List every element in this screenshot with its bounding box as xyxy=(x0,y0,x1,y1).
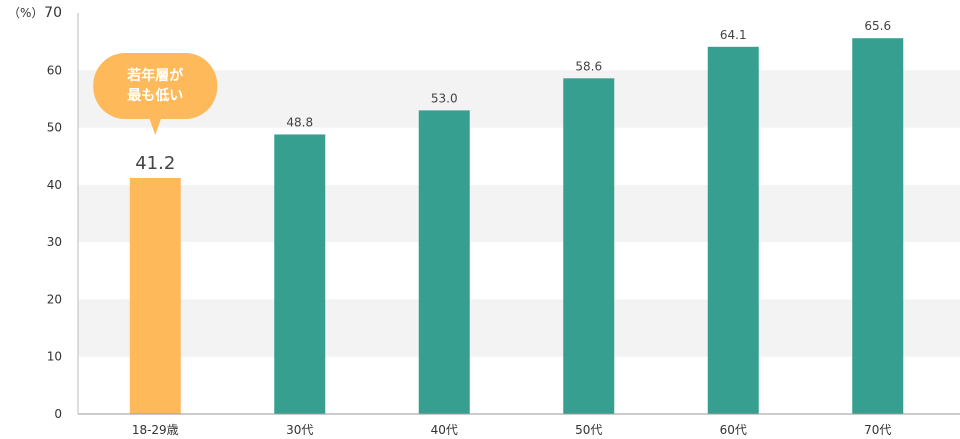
value-labels: 41.2 48.8 53.0 58.6 64.1 65.6 xyxy=(135,19,891,174)
data-label: 65.6 xyxy=(864,19,891,33)
bars xyxy=(129,38,904,414)
plot-band xyxy=(78,184,960,243)
y-tick-label: 20 xyxy=(47,292,62,306)
x-tick-label: 40代 xyxy=(431,423,458,437)
x-tick-label: 18-29歳 xyxy=(132,423,179,437)
bar xyxy=(274,134,326,414)
plot-band xyxy=(78,299,960,357)
x-axis: 18-29歳 30代 40代 50代 60代 70代 xyxy=(78,413,960,437)
y-tick-label: 40 xyxy=(47,178,62,192)
plot-bands xyxy=(78,70,960,357)
data-label: 53.0 xyxy=(431,91,458,105)
y-axis-unit-label: （%） xyxy=(8,6,43,20)
x-tick-label: 50代 xyxy=(575,423,602,437)
data-label: 58.6 xyxy=(575,59,602,73)
data-label: 48.8 xyxy=(286,115,313,129)
callout-text-line: 最も低い xyxy=(127,87,183,104)
y-tick-label: 10 xyxy=(47,350,62,364)
callout-bubble xyxy=(93,53,218,119)
bar xyxy=(129,177,181,414)
y-tick-label: 30 xyxy=(47,235,62,249)
x-tick-label: 70代 xyxy=(864,423,891,437)
x-tick-label: 30代 xyxy=(286,423,313,437)
callout-text-line: 若年層が xyxy=(126,67,184,84)
bar xyxy=(418,110,470,414)
data-label: 41.2 xyxy=(135,153,175,174)
bar xyxy=(852,38,904,414)
y-tick-label: 0 xyxy=(54,407,62,421)
y-tick-label: 50 xyxy=(47,121,62,135)
bar xyxy=(563,78,615,414)
x-tick-label: 60代 xyxy=(720,423,747,437)
callout-pointer xyxy=(149,118,162,135)
plot-band xyxy=(78,70,960,128)
y-axis: 0 10 20 30 40 50 60 70 xyxy=(44,5,79,421)
y-tick-label: 70 xyxy=(44,5,62,21)
y-tick-label: 60 xyxy=(47,63,62,77)
bar xyxy=(707,46,759,414)
data-label: 64.1 xyxy=(720,28,747,42)
